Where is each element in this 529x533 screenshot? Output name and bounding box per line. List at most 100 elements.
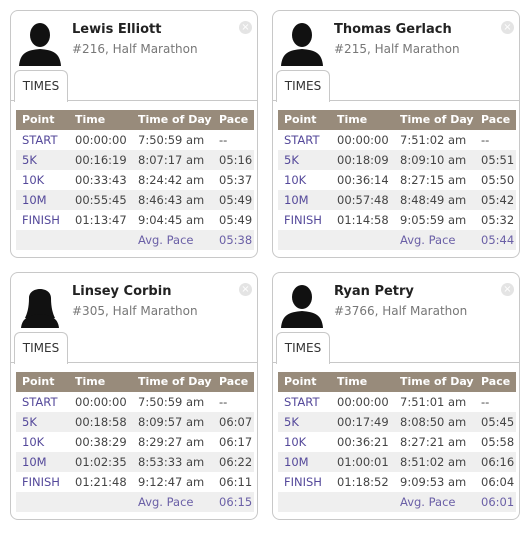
column-header: Time [75, 113, 106, 126]
split-point: FINISH [284, 475, 322, 489]
table-row: FINISH 01:18:52 9:09:53 am 06:04 [278, 472, 516, 492]
split-point: START [22, 133, 58, 147]
column-header: Point [22, 113, 55, 126]
cell: 8:09:57 am [138, 415, 205, 429]
table-row: 10K 00:38:29 8:29:27 am 06:17 [16, 432, 254, 452]
column-header: Point [284, 113, 317, 126]
cell: 01:02:35 [75, 455, 127, 469]
avg-pace-label: Avg. Pace [400, 495, 456, 509]
table-row: 10M 01:00:01 8:51:02 am 06:16 [278, 452, 516, 472]
split-point: 10M [22, 455, 47, 469]
footer-row: Avg. Pace 06:01 [278, 492, 516, 512]
cell: 8:53:33 am [138, 455, 205, 469]
tab[interactable]: TIMES [14, 332, 68, 364]
cell: 00:57:48 [337, 193, 389, 207]
table-row: 5K 00:18:09 8:09:10 am 05:51 [278, 150, 516, 170]
table-row: 5K 00:16:19 8:07:17 am 05:16 [16, 150, 254, 170]
split-point: 10K [22, 173, 45, 187]
close-button[interactable]: × [501, 283, 514, 296]
cell: 00:00:00 [75, 133, 127, 147]
table-row: START 00:00:00 7:50:59 am -- [16, 392, 254, 412]
table-row: 5K 00:18:58 8:09:57 am 06:07 [16, 412, 254, 432]
cell: 01:13:47 [75, 213, 127, 227]
tab[interactable]: TIMES [276, 70, 330, 102]
cell: 00:33:43 [75, 173, 127, 187]
footer-row: Avg. Pace 05:44 [278, 230, 516, 250]
column-header: Pace [481, 375, 511, 388]
avg-pace-label: Avg. Pace [138, 233, 194, 247]
cell: 9:09:53 am [400, 475, 467, 489]
column-header: Pace [219, 113, 249, 126]
runner-card: Ryan Petry #3766, Half Marathon × TIMES Poin… [272, 272, 520, 520]
table-header: Point Time Time of Day Pace [278, 110, 516, 130]
cell: 06:04 [481, 475, 515, 489]
runner-card: Linsey Corbin #305, Half Marathon × TIMES Po… [10, 272, 258, 520]
split-point: 10K [284, 435, 307, 449]
split-point: 5K [22, 153, 37, 167]
cell: 00:00:00 [337, 133, 389, 147]
column-header: Pace [481, 113, 511, 126]
split-point: 10K [284, 173, 307, 187]
footer-row: Avg. Pace 06:15 [16, 492, 254, 512]
cell: 00:00:00 [75, 395, 127, 409]
cell: 00:18:09 [337, 153, 389, 167]
table-row: 10K 00:33:43 8:24:42 am 05:37 [16, 170, 254, 190]
table-row: 10K 00:36:14 8:27:15 am 05:50 [278, 170, 516, 190]
tab-rule [273, 100, 519, 101]
cell: 05:49 [219, 213, 253, 227]
split-point: 10M [284, 455, 309, 469]
column-header: Time of Day [400, 113, 474, 126]
column-header: Point [284, 375, 317, 388]
tab-rule [273, 362, 519, 363]
table-row: 5K 00:17:49 8:08:50 am 05:45 [278, 412, 516, 432]
avatar [19, 23, 61, 66]
table-header: Point Time Time of Day Pace [16, 110, 254, 130]
avatar [281, 285, 323, 328]
cell: 06:22 [219, 455, 253, 469]
avg-pace-label: Avg. Pace [138, 495, 194, 509]
runner-event: #305, Half Marathon [72, 304, 198, 318]
cell: 9:12:47 am [138, 475, 205, 489]
tab-rule [11, 362, 257, 363]
runner-event: #215, Half Marathon [334, 42, 460, 56]
cell: 8:08:50 am [400, 415, 467, 429]
footer-row: Avg. Pace 05:38 [16, 230, 254, 250]
cell: 00:36:21 [337, 435, 389, 449]
close-button[interactable]: × [239, 21, 252, 34]
cell: 06:07 [219, 415, 253, 429]
table-row: FINISH 01:21:48 9:12:47 am 06:11 [16, 472, 254, 492]
tab[interactable]: TIMES [276, 332, 330, 364]
cell: 05:32 [481, 213, 515, 227]
tab[interactable]: TIMES [14, 70, 68, 102]
table-header: Point Time Time of Day Pace [278, 372, 516, 392]
cell: 01:21:48 [75, 475, 127, 489]
column-header: Time [337, 375, 368, 388]
runner-card: Lewis Elliott #216, Half Marathon × TIMES Po… [10, 10, 258, 258]
avg-pace-value: 05:38 [219, 233, 253, 247]
close-button[interactable]: × [501, 21, 514, 34]
cell: 06:17 [219, 435, 253, 449]
column-header: Time of Day [138, 375, 212, 388]
table-row: 10M 00:57:48 8:48:49 am 05:42 [278, 190, 516, 210]
cell: 06:11 [219, 475, 253, 489]
cell: 00:38:29 [75, 435, 127, 449]
cell: 00:17:49 [337, 415, 389, 429]
column-header: Point [22, 375, 55, 388]
avatar [21, 289, 59, 328]
tab-rule [11, 100, 257, 101]
cell: 00:16:19 [75, 153, 127, 167]
cell: 9:05:59 am [400, 213, 467, 227]
cell: 01:14:58 [337, 213, 389, 227]
split-point: START [284, 133, 320, 147]
close-button[interactable]: × [239, 283, 252, 296]
runner-name: Ryan Petry [334, 284, 414, 299]
cell: 8:09:10 am [400, 153, 467, 167]
cell: 8:29:27 am [138, 435, 205, 449]
runner-name: Thomas Gerlach [334, 22, 452, 37]
column-header: Time of Day [138, 113, 212, 126]
cell: 8:46:43 am [138, 193, 205, 207]
avg-pace-label: Avg. Pace [400, 233, 456, 247]
avg-pace-value: 06:01 [481, 495, 515, 509]
split-point: 5K [284, 153, 299, 167]
cell: -- [219, 133, 228, 147]
